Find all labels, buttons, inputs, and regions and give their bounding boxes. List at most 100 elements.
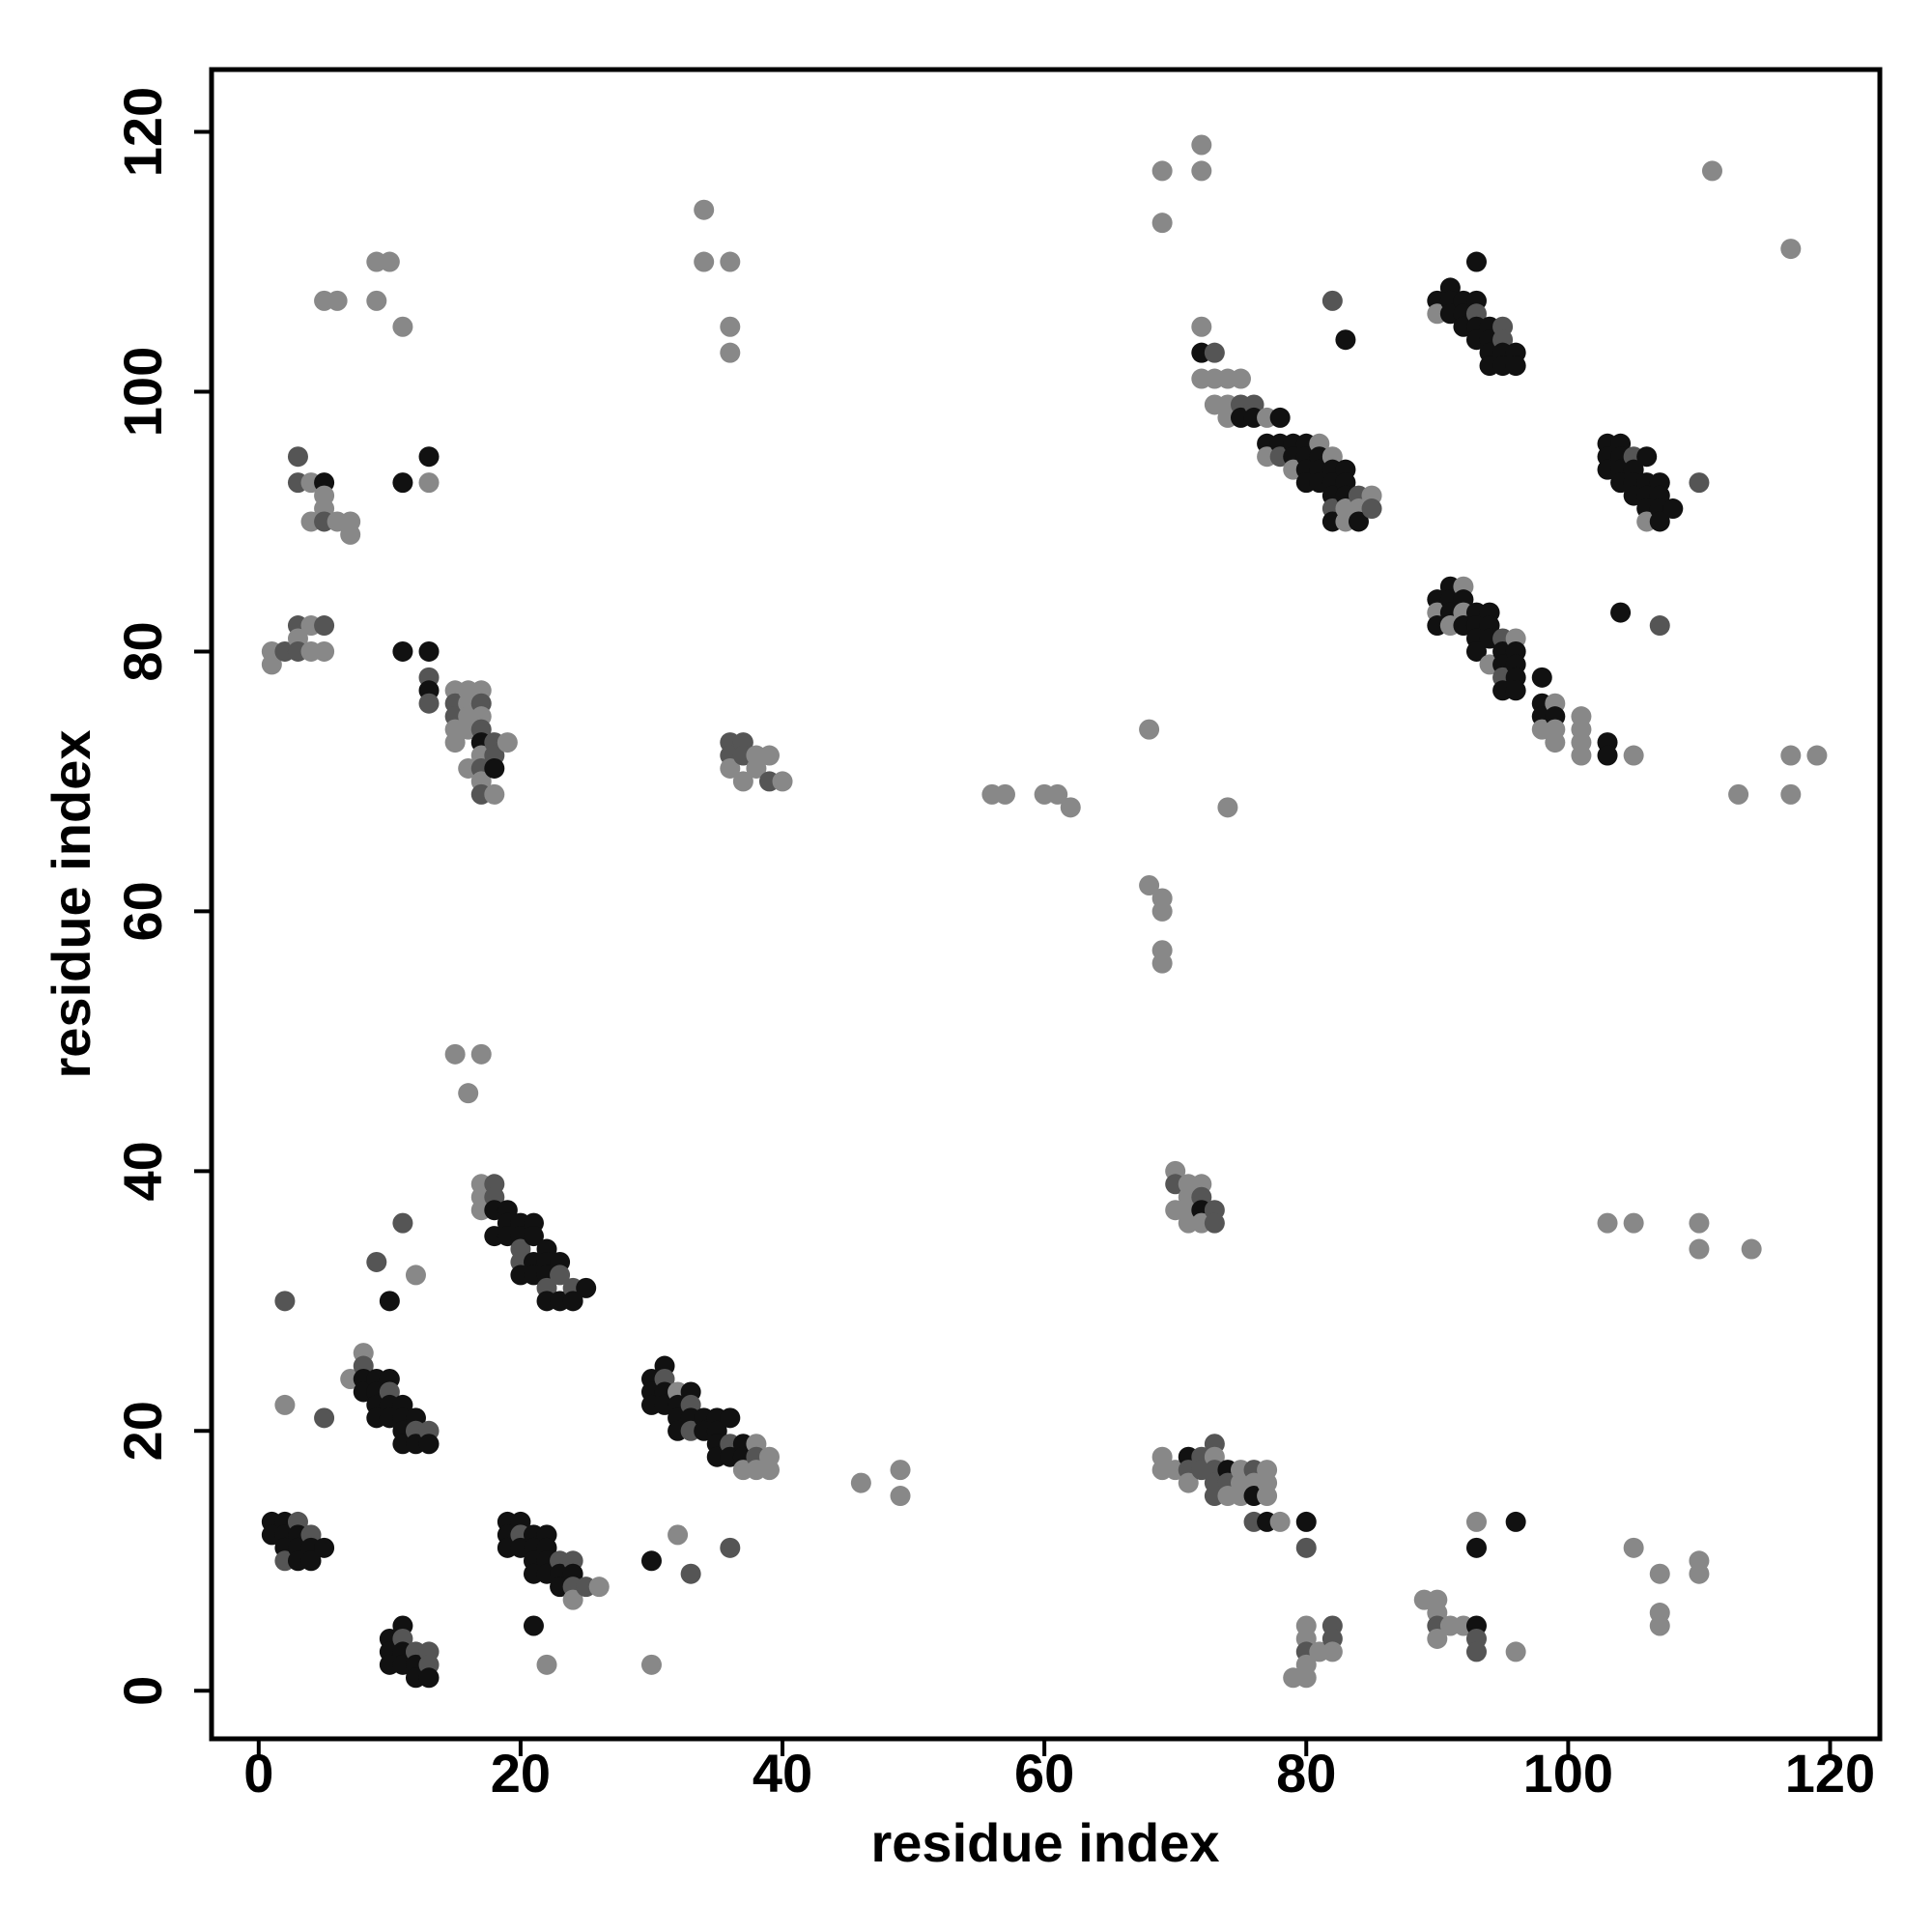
- point: [1151, 160, 1173, 182]
- point: [1295, 1537, 1317, 1558]
- point: [470, 1043, 492, 1065]
- point: [444, 1043, 466, 1065]
- point: [1741, 1238, 1762, 1260]
- point: [366, 1251, 387, 1272]
- point: [772, 771, 793, 792]
- point: [640, 1654, 662, 1675]
- point: [1571, 745, 1592, 766]
- x-tick-label: 0: [243, 1743, 273, 1804]
- point: [1295, 1667, 1317, 1689]
- point: [1191, 316, 1212, 337]
- point: [1505, 680, 1526, 701]
- point: [1060, 797, 1081, 818]
- point: [405, 1264, 426, 1286]
- point: [1465, 640, 1487, 662]
- point: [392, 640, 413, 662]
- point: [1348, 511, 1369, 532]
- point: [890, 1460, 911, 1481]
- point: [1178, 1472, 1199, 1493]
- point: [1047, 783, 1068, 805]
- point: [720, 1537, 741, 1558]
- point: [418, 1667, 440, 1689]
- point: [418, 1434, 440, 1455]
- point: [300, 1550, 322, 1572]
- point: [1623, 1212, 1644, 1234]
- y-tick-label: 20: [112, 1401, 173, 1461]
- point: [1191, 160, 1212, 182]
- y-axis-label: residue index: [41, 729, 101, 1078]
- point: [1465, 1511, 1487, 1532]
- point: [576, 1277, 597, 1298]
- point: [314, 1407, 335, 1429]
- point: [1623, 1537, 1644, 1558]
- point: [1269, 407, 1291, 428]
- point: [340, 524, 361, 545]
- x-tick-label: 80: [1276, 1743, 1336, 1804]
- point: [562, 1291, 583, 1312]
- point: [392, 472, 413, 494]
- point: [1662, 498, 1684, 520]
- point: [274, 1394, 296, 1415]
- point: [1689, 1212, 1710, 1234]
- point: [720, 251, 741, 272]
- point: [640, 1550, 662, 1572]
- x-tick-label: 40: [753, 1743, 812, 1804]
- point: [720, 316, 741, 337]
- point: [392, 1212, 413, 1234]
- point: [668, 1524, 689, 1546]
- x-tick-label: 120: [1785, 1743, 1875, 1804]
- point: [1689, 1563, 1710, 1584]
- point: [1689, 472, 1710, 494]
- point: [1701, 160, 1722, 182]
- x-tick-label: 100: [1523, 1743, 1613, 1804]
- point: [458, 1083, 479, 1104]
- point: [523, 1615, 544, 1636]
- point: [1505, 1511, 1526, 1532]
- point: [1139, 719, 1160, 740]
- point: [392, 316, 413, 337]
- point: [720, 1407, 741, 1429]
- point: [550, 1264, 571, 1286]
- point: [588, 1577, 610, 1598]
- point: [1465, 1537, 1487, 1558]
- point: [484, 757, 505, 779]
- y-tick-label: 80: [112, 621, 173, 681]
- plot-frame: [209, 67, 1883, 1742]
- point: [261, 654, 282, 675]
- point: [694, 199, 715, 220]
- point: [497, 732, 518, 753]
- y-tick-label: 0: [112, 1676, 173, 1706]
- point: [418, 472, 440, 494]
- point: [1191, 134, 1212, 156]
- point: [694, 251, 715, 272]
- point: [1806, 745, 1828, 766]
- y-tick-label: 60: [112, 881, 173, 941]
- point: [314, 1537, 335, 1558]
- point: [1321, 1641, 1343, 1662]
- point: [758, 745, 780, 766]
- point: [890, 1486, 911, 1507]
- point: [1649, 1615, 1670, 1636]
- point: [327, 290, 348, 311]
- point: [1505, 1641, 1526, 1662]
- y-tick-label: 120: [112, 87, 173, 177]
- point: [1139, 875, 1160, 896]
- x-tick-label: 60: [1014, 1743, 1074, 1804]
- point: [1230, 368, 1251, 389]
- point: [379, 251, 400, 272]
- point: [418, 693, 440, 714]
- point: [1151, 900, 1173, 922]
- point: [1151, 952, 1173, 974]
- point: [366, 290, 387, 311]
- point: [1257, 1486, 1278, 1507]
- point: [1465, 251, 1487, 272]
- x-tick-label: 20: [491, 1743, 551, 1804]
- point: [1151, 213, 1173, 234]
- point: [1204, 342, 1225, 363]
- point: [680, 1563, 701, 1584]
- point: [1597, 1212, 1618, 1234]
- point: [418, 446, 440, 468]
- point: [732, 771, 753, 792]
- point: [314, 640, 335, 662]
- point: [850, 1472, 871, 1493]
